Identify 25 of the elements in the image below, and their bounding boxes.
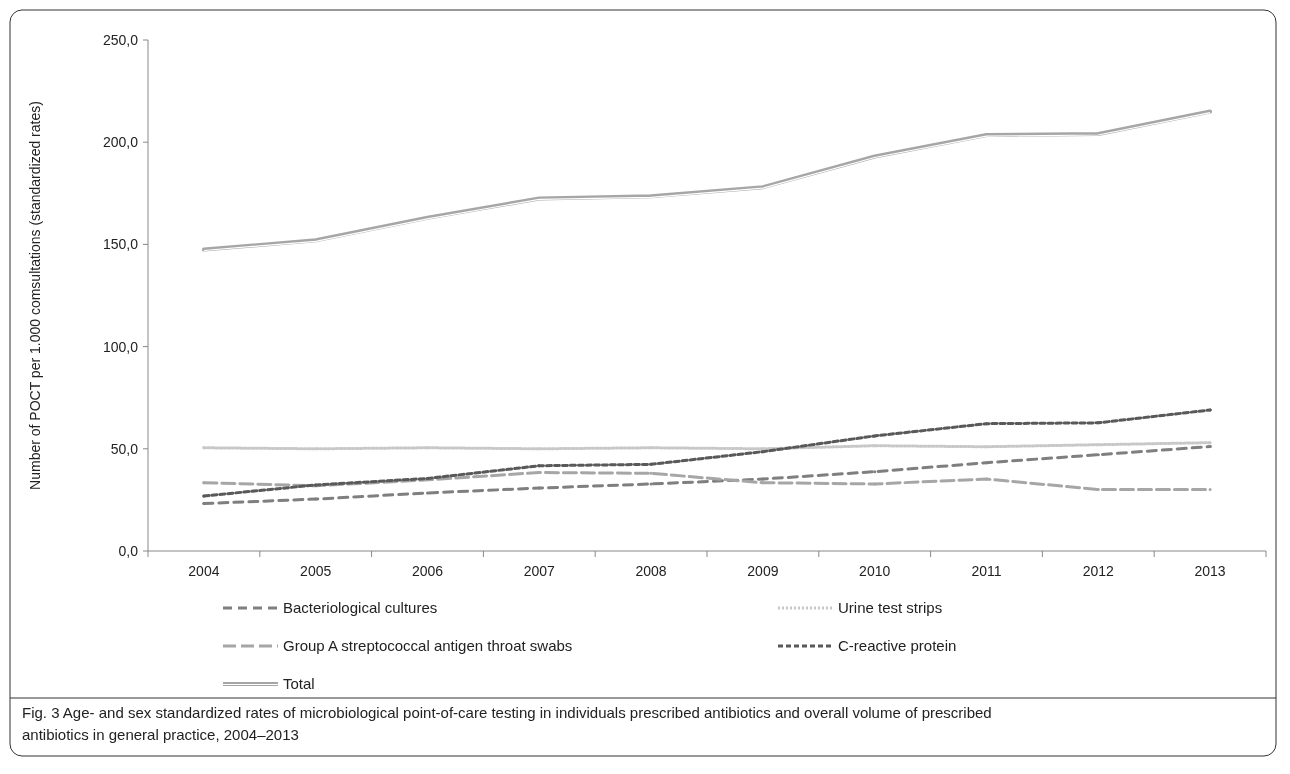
y-tick-label: 100,0 (102, 338, 139, 355)
y-tick-label: 0,0 (118, 542, 139, 559)
y-tick-label: 50,0 (110, 440, 139, 457)
legend-label: Group A streptococcal antigen throat swabs (283, 637, 573, 655)
legend-label: Bacteriological cultures (283, 599, 438, 617)
y-tick-label: 200,0 (102, 134, 139, 151)
legend-label: Total (283, 675, 315, 693)
x-tick-label: 2008 (635, 563, 667, 579)
x-tick-label: 2006 (411, 563, 444, 579)
x-tick-label: 2010 (859, 563, 891, 579)
x-tick-label: 2004 (188, 563, 220, 579)
x-tick-label: 2005 (300, 563, 332, 579)
y-axis-title: Number of POCT per 1.000 comsultations (standardized rates) (27, 101, 43, 490)
x-tick-label: 2009 (747, 563, 779, 579)
legend-label: Urine test strips (838, 599, 943, 617)
x-tick-label: 2007 (523, 563, 556, 579)
line-series (202, 408, 1212, 498)
x-tick-label: 2012 (1082, 563, 1115, 579)
legend-label: C-reactive protein (838, 637, 957, 655)
x-tick-label: 2013 (1194, 563, 1226, 579)
line-series (201, 109, 1213, 252)
caption: Fig. 3 Age- and sex standardized rates of microbiological point-of-care testing in individuals prescribed antibiotics and overall volume of prescribed antibiotics in general practice, 2004–2013 (22, 704, 992, 743)
y-tick-label: 250,0 (102, 31, 139, 48)
x-tick-label: 2011 (971, 563, 1002, 579)
y-tick-label: 150,0 (102, 236, 139, 253)
